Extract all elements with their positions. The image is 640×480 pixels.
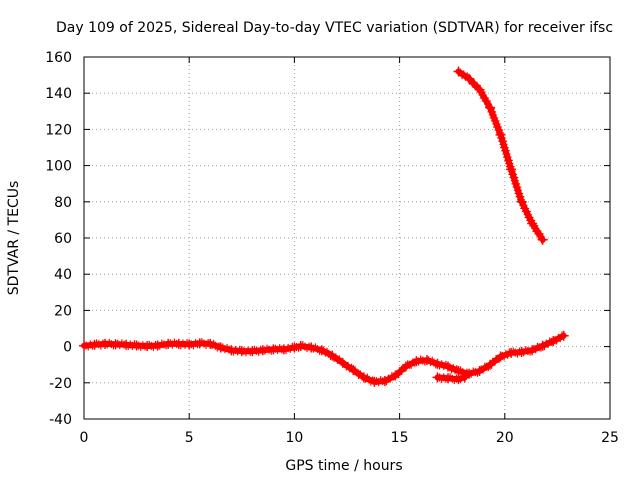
x-tick-label: 0: [80, 430, 89, 446]
y-tick-label: 20: [54, 303, 72, 319]
y-axis-title: SDTVAR / TECUs: [6, 181, 22, 296]
y-tick-label: 40: [54, 267, 72, 283]
x-tick-label: 20: [496, 430, 514, 446]
grid-layer: [84, 57, 610, 419]
series-markers: [435, 372, 467, 385]
y-tick-label: -40: [49, 412, 72, 428]
series-markers: [456, 68, 546, 244]
y-tick-label: 120: [45, 122, 72, 138]
y-tick-label: 140: [45, 86, 72, 102]
series-layer: [79, 66, 569, 387]
y-tick-label: 0: [63, 340, 72, 356]
x-tick-label: 5: [185, 430, 194, 446]
series-upper-arc: [453, 66, 548, 245]
x-tick-label: 15: [391, 430, 409, 446]
series-secondary-low: [432, 372, 470, 385]
x-tick-label: 10: [285, 430, 303, 446]
y-tick-label: 60: [54, 231, 72, 247]
x-tick-label: 25: [601, 430, 619, 446]
x-axis-title: GPS time / hours: [285, 458, 402, 474]
series-markers: [82, 331, 566, 387]
y-tick-label: 160: [45, 50, 72, 66]
y-tick-label: 80: [54, 195, 72, 211]
y-tick-label: 100: [45, 159, 72, 175]
chart-title: Day 109 of 2025, Sidereal Day-to-day VTE…: [56, 20, 613, 36]
axes-layer: 0 5 10 15 20 25 -40 -20 0 20 40 60 80 100 120 140 160: [45, 50, 619, 446]
y-tick-label: -20: [49, 376, 72, 392]
series-main: [79, 330, 569, 387]
